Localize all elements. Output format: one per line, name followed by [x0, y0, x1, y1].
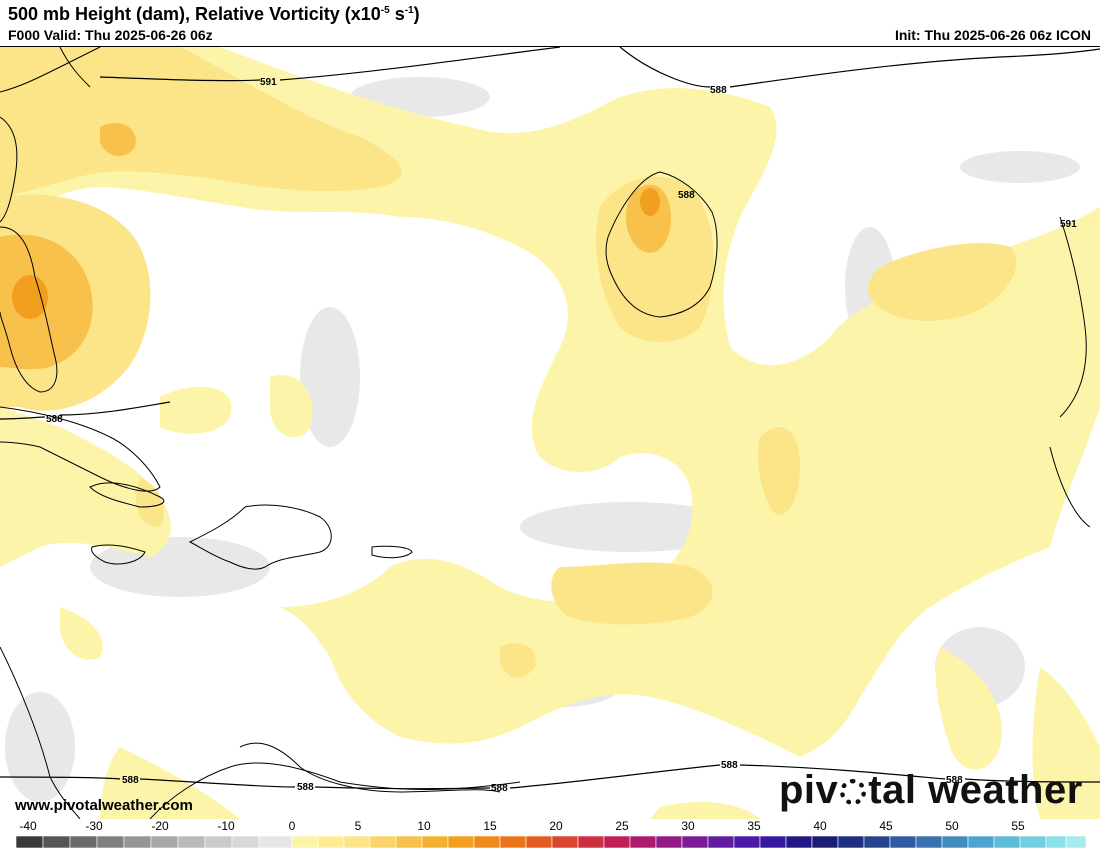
valid-time: F000 Valid: Thu 2025-06-26 06z [8, 27, 213, 43]
vorticity-field: 591 588 588 591 588 588 588 588 588 588 [0, 47, 1100, 819]
contour-label-588: 588 [122, 775, 139, 786]
map-title: 500 mb Height (dam), Relative Vorticity … [8, 4, 420, 24]
colorbar-label: 0 [288, 819, 296, 833]
colorbar-labels: -40 -30 -20 -10 0 5 10 15 20 25 30 35 40… [0, 819, 1100, 833]
contour-label-588: 588 [297, 782, 314, 793]
website-credit: www.pivotalweather.com [15, 797, 193, 814]
contour-label-588: 588 [721, 760, 738, 771]
colorbar-label: 35 [747, 819, 761, 833]
sun-icon [840, 779, 867, 805]
vorticity-peak [12, 188, 660, 319]
colorbar-label: 5 [354, 819, 362, 833]
colorbar-label: -30 [85, 819, 103, 833]
vorticity-medium [0, 47, 1017, 678]
colorbar-swatches [16, 836, 1086, 848]
colorbar-label: 45 [879, 819, 893, 833]
contour-label-588: 588 [710, 85, 727, 96]
colorbar-label: 50 [945, 819, 959, 833]
vorticity-light [0, 47, 1100, 819]
colorbar-label: -20 [151, 819, 169, 833]
contour-label-588: 588 [678, 190, 695, 201]
contour-label-591: 591 [1060, 219, 1077, 230]
pivotal-weather-logo: piv tal weather [779, 768, 1083, 812]
colorbar-label: -40 [19, 819, 37, 833]
contour-label-591: 591 [260, 77, 277, 88]
coastlines [0, 47, 1091, 819]
colorbar-label: 40 [813, 819, 827, 833]
colorbar-label: 15 [483, 819, 497, 833]
colorbar-label: 55 [1011, 819, 1025, 833]
map-panel[interactable]: 591 588 588 591 588 588 588 588 588 588 [0, 46, 1100, 819]
header: 500 mb Height (dam), Relative Vorticity … [0, 0, 1100, 46]
colorbar-label: 20 [549, 819, 563, 833]
colorbar-label: 25 [615, 819, 629, 833]
contour-label-588: 588 [491, 783, 508, 794]
colorbar [16, 836, 1086, 848]
contour-label-588: 588 [946, 775, 963, 786]
colorbar-label: 30 [681, 819, 695, 833]
height-contours [0, 47, 1100, 790]
contour-label-588: 588 [46, 414, 63, 425]
colorbar-label: -10 [217, 819, 235, 833]
colorbar-label: 10 [417, 819, 431, 833]
init-time: Init: Thu 2025-06-26 06z ICON [894, 27, 1091, 43]
